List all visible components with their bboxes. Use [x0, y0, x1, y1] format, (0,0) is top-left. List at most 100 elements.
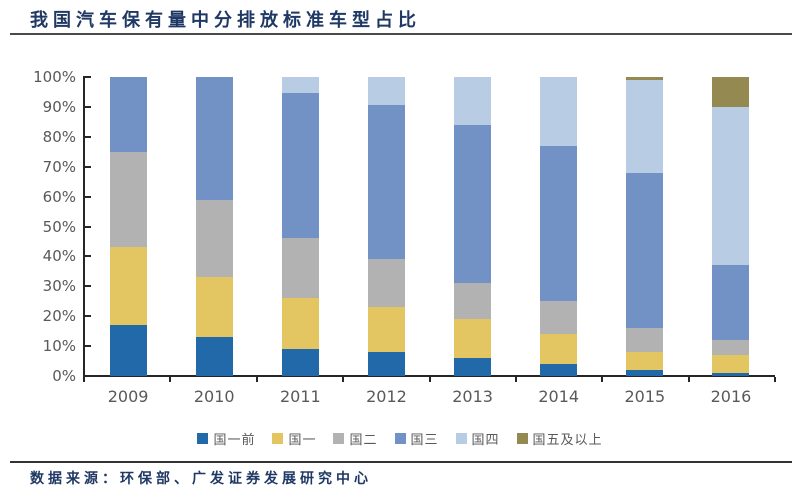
bar-segment — [367, 105, 405, 260]
bar-segment — [712, 340, 750, 356]
bar-segment — [195, 337, 233, 376]
bar — [195, 77, 233, 376]
y-tick-label: 10% — [42, 337, 76, 356]
x-tick-mark — [342, 377, 345, 382]
x-tick-mark — [83, 377, 85, 382]
bar-segment — [281, 349, 319, 376]
bar-cell — [430, 77, 516, 376]
x-axis-label: 2010 — [193, 387, 235, 406]
y-tick-label: 30% — [42, 277, 76, 296]
bar-segment — [712, 265, 750, 341]
bar-cell — [516, 77, 602, 376]
legend-swatch — [455, 433, 467, 444]
bar-cell — [257, 77, 343, 376]
bar-segment — [109, 325, 147, 376]
legend-item: 国五及以上 — [516, 429, 603, 448]
bar-segment — [626, 172, 664, 329]
bar-cell — [602, 77, 688, 376]
legend-item: 国一前 — [197, 429, 255, 448]
y-tick-label: 60% — [42, 187, 76, 206]
x-axis-label: 2013 — [452, 387, 493, 406]
y-tick-label: 100% — [33, 68, 76, 86]
y-tick-label: 80% — [42, 127, 76, 146]
bar-segment — [712, 373, 750, 376]
bar-segment — [367, 259, 405, 308]
bar-segment — [626, 328, 664, 353]
bar-segment — [454, 77, 492, 125]
legend-swatch — [333, 433, 345, 444]
bar-segment — [109, 77, 147, 152]
bar-segment — [109, 247, 147, 326]
bar-segment — [281, 298, 319, 350]
bar-segment — [540, 334, 578, 365]
bar-segment — [626, 370, 664, 376]
bar-cell — [85, 77, 171, 376]
bar — [454, 77, 492, 376]
bar-cell — [343, 77, 429, 376]
legend-label: 国一 — [288, 433, 317, 448]
bar-segment — [540, 77, 578, 146]
legend-label: 国三 — [410, 433, 439, 448]
y-tick-mark — [85, 285, 91, 288]
x-tick-mark — [255, 377, 258, 382]
x-tick-mark — [601, 377, 604, 382]
bar-segment — [712, 106, 750, 266]
x-tick-mark — [774, 377, 776, 382]
y-tick-label: 90% — [42, 97, 76, 116]
y-tick-label: 0% — [52, 367, 76, 385]
source-note: 数据来源：环保部、广发证券发展研究中心 — [30, 471, 372, 487]
x-axis-label: 2012 — [366, 387, 407, 406]
bar — [712, 77, 750, 376]
bar-segment — [540, 364, 578, 376]
legend-item: 国四 — [455, 429, 500, 448]
legend: 国一前 国一 国二 国三 国四 国五及以上 — [0, 429, 800, 448]
bar-segment — [454, 319, 492, 359]
y-tick-mark — [85, 315, 91, 318]
bar-segment — [626, 352, 664, 371]
bar-segment — [454, 283, 492, 320]
bar-cell — [688, 77, 774, 376]
bar — [540, 77, 578, 376]
y-tick-mark — [85, 76, 91, 78]
plot-area — [85, 77, 774, 376]
bar-segment — [281, 77, 319, 94]
bar — [367, 77, 405, 376]
bar-segment — [712, 77, 750, 107]
y-tick-mark — [85, 135, 91, 138]
legend-label: 国二 — [349, 433, 378, 448]
legend-item: 国三 — [394, 429, 439, 448]
x-axis-labels: 2009 2010 2011 2012 2013 2014 2015 2016 — [85, 387, 774, 406]
bar-segment — [454, 358, 492, 376]
bar-segment — [367, 352, 405, 376]
bar-segment — [195, 277, 233, 338]
bar — [109, 77, 147, 376]
bar-segment — [540, 301, 578, 335]
bar-segment — [454, 124, 492, 284]
bar-segment — [281, 238, 319, 299]
legend-item: 国一 — [272, 429, 316, 448]
legend-label: 国一前 — [213, 433, 256, 448]
y-axis-line — [83, 76, 85, 377]
footer-divider — [10, 461, 792, 463]
bar-segment — [195, 77, 233, 200]
bar-segment — [109, 151, 147, 248]
x-axis-label: 2015 — [624, 387, 666, 406]
bar-segment — [367, 307, 405, 353]
title-divider — [10, 33, 792, 35]
y-tick-label: 20% — [42, 307, 76, 326]
bar-segment — [281, 93, 319, 239]
y-tick-mark — [85, 225, 91, 228]
y-tick-label: 70% — [42, 157, 76, 176]
page-title: 我国汽车保有量中分排放标准车型占比 — [30, 10, 421, 31]
legend-swatch — [197, 433, 209, 444]
bar — [626, 77, 664, 376]
y-tick-mark — [85, 105, 91, 108]
legend-item: 国二 — [333, 429, 377, 448]
bar-segment — [367, 77, 405, 106]
y-tick-mark — [85, 195, 91, 198]
y-tick-label: 50% — [42, 217, 76, 236]
x-tick-mark — [169, 377, 172, 382]
x-tick-mark — [428, 377, 431, 382]
bar-segment — [540, 145, 578, 302]
legend-label: 国五及以上 — [532, 433, 603, 448]
